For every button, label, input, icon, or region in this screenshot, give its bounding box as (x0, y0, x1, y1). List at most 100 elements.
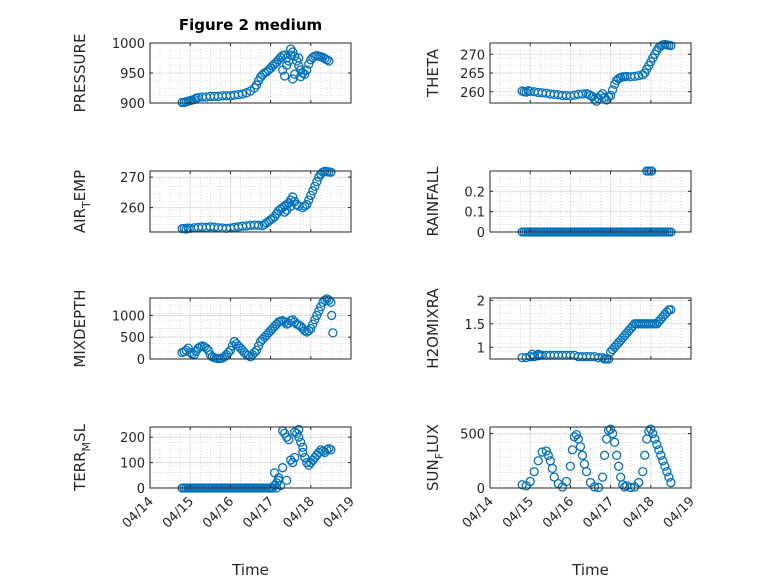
data-point (326, 445, 336, 455)
x-tick-label: 04/18 (621, 494, 658, 531)
data-point (652, 439, 662, 450)
y-tick-label: 1.5 (464, 318, 485, 333)
y-tick-label: 1000 (112, 309, 145, 324)
series (517, 424, 676, 493)
data-point (237, 89, 248, 99)
data-point (529, 467, 539, 477)
y-tick-label: 1000 (112, 37, 145, 52)
x-axis-label: Time (571, 561, 609, 579)
data-point (282, 60, 292, 70)
data-point (660, 461, 670, 471)
y-tick-label: 260 (120, 202, 145, 217)
y-axis-label: AIRTEMP (71, 170, 93, 233)
data-point (565, 461, 576, 471)
y-tick-label: 950 (120, 67, 145, 82)
x-tick-label: 04/15 (160, 494, 197, 531)
axes-box (149, 426, 352, 489)
data-point (656, 450, 666, 460)
subplot-3: 260 270 AIRTEMP (71, 166, 352, 234)
data-point (308, 319, 318, 329)
series (177, 166, 336, 234)
data-point (288, 74, 298, 84)
subplot-4: 0 0.1 0.2 RAINFALL (424, 166, 692, 241)
y-tick-label: 200 (120, 431, 145, 446)
data-point (646, 424, 656, 434)
y-tick-label: 1 (477, 341, 485, 356)
figure-title: Figure 2 medium (179, 16, 322, 34)
x-tick-label: 04/18 (281, 494, 318, 531)
data-point (648, 428, 658, 439)
data-point (302, 457, 312, 468)
data-point (280, 207, 290, 217)
data-point (286, 201, 296, 212)
data-point (561, 476, 572, 487)
axes-box (489, 426, 692, 489)
x-axis-label: Time (231, 561, 269, 579)
data-point (599, 450, 610, 460)
data-point (638, 467, 648, 477)
data-point (304, 195, 314, 205)
data-point (597, 352, 608, 363)
y-tick-label: 270 (120, 171, 145, 186)
data-point (294, 424, 304, 435)
data-point (664, 472, 674, 482)
y-axis-label: PRESSURE (71, 34, 89, 113)
y-tick-label: 265 (460, 67, 485, 82)
data-point (662, 467, 672, 477)
data-point (607, 85, 618, 95)
data-point (533, 456, 543, 466)
data-point (286, 44, 296, 54)
data-point (666, 305, 676, 315)
data-point (288, 457, 298, 468)
x-tick-label: 04/14 (120, 494, 157, 531)
data-point (302, 65, 312, 75)
x-tick-label: 04/16 (200, 494, 237, 531)
data-point (654, 445, 664, 455)
axes-box (149, 297, 352, 360)
data-point (308, 186, 318, 196)
y-tick-label: 2 (477, 294, 485, 309)
data-point (290, 452, 300, 463)
y-tick-label: 500 (120, 331, 145, 346)
y-tick-label: 0.1 (464, 206, 485, 221)
grid (489, 297, 692, 360)
data-point (603, 92, 614, 102)
y-tick-label: 0 (477, 226, 485, 241)
data-point (599, 92, 610, 103)
data-point (294, 53, 304, 63)
y-tick-label: 100 (120, 457, 145, 472)
data-point (300, 326, 310, 336)
data-point (549, 472, 559, 482)
data-point (296, 71, 306, 82)
data-point (581, 467, 592, 477)
data-point (328, 328, 338, 338)
data-point (607, 428, 618, 439)
data-point (278, 463, 288, 473)
data-point (203, 345, 213, 355)
data-point (304, 326, 314, 336)
data-point (567, 445, 578, 455)
data-point (306, 323, 316, 334)
data-point (327, 310, 337, 321)
data-point (593, 482, 604, 493)
data-point (320, 295, 330, 305)
y-tick-label: 0.2 (464, 185, 485, 200)
x-tick-label: 04/15 (500, 494, 537, 531)
data-point (284, 435, 294, 445)
data-point (575, 441, 586, 452)
data-point (605, 90, 616, 101)
data-point (298, 442, 308, 452)
series (517, 39, 676, 106)
x-tick-label: 04/17 (240, 494, 277, 531)
data-point (634, 70, 644, 81)
data-point (290, 69, 300, 79)
axes-box (489, 170, 692, 233)
data-point (253, 220, 264, 230)
data-point (273, 473, 284, 483)
data-point (322, 55, 332, 65)
data-point (282, 432, 292, 442)
axes-box (489, 297, 692, 360)
subplot-6: 1 1.5 2 H2OMIXRA (424, 288, 692, 369)
y-axis-label: SUNFLUX (424, 424, 446, 491)
